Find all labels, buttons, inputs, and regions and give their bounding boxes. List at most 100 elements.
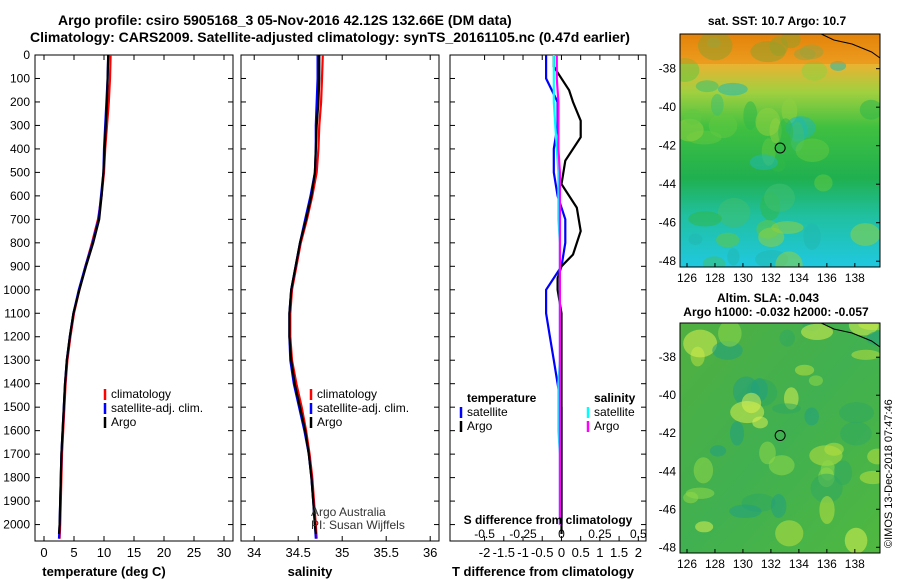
difference-x-axis-label: T difference from climatology [452, 564, 635, 579]
sla-map-x-tick-label: 130 [733, 557, 753, 571]
sla-map-texture-blob [801, 323, 834, 341]
sla-map-y-tick-label: -40 [659, 388, 677, 402]
difference-series-salinity-argo [555, 55, 562, 525]
sla-map-texture-blob [729, 421, 745, 446]
temperature-plot-frame [34, 54, 234, 542]
sla-map-x-tick-label: 132 [761, 557, 781, 571]
sla-map-texture-blob [851, 349, 880, 360]
sst-map-texture-blob [688, 233, 703, 245]
sst-warm-band [680, 34, 880, 64]
sla-map-panel: 126 128 130 132 134 136 138 -38 -40 -42 -44 -46 -48 A… [659, 291, 881, 571]
salinity-panel: 34 34.5 35 35.5 36 salinity climatologysatelli… [240, 54, 440, 579]
temperature-x-tick-label: 5 [70, 545, 77, 560]
salinity-x-tick-label: 36 [423, 545, 437, 560]
sla-map-texture-blob [839, 402, 875, 424]
sla-map-texture-blob [683, 491, 699, 504]
difference-x-tick-label: -0.5 [531, 545, 553, 560]
sla-map-argo-position-marker [774, 430, 786, 442]
sst-map-texture-blob [743, 101, 758, 130]
sla-map-texture-blob [752, 416, 768, 429]
sla-map-x-tick-label: 136 [817, 557, 837, 571]
sla-map-x-tick-label: 138 [845, 557, 865, 571]
y-tick-label: 1700 [3, 447, 30, 461]
difference-panel: -2 -1.5 -1 -0.5 0 0.5 1 1.5 2T difference from c… [449, 54, 647, 579]
sla-map-subtitle: Argo h1000: -0.032 h2000: -0.057 [683, 305, 869, 319]
sst-map-y-tick-label: -42 [659, 139, 677, 153]
temperature-panel: 0 5 10 15 20 25 300100200300400500600700800900… [3, 48, 234, 579]
y-tick-label: 600 [10, 189, 30, 203]
sla-map-y-tick-label: -38 [659, 350, 677, 364]
y-tick-label: 1400 [3, 377, 30, 391]
sst-map-texture-blob [803, 223, 821, 250]
sst-map-x-tick-label: 126 [677, 271, 697, 285]
sla-map-texture-blob [840, 421, 872, 446]
sla-map-texture-blob [844, 527, 868, 553]
y-tick-label: 700 [10, 212, 30, 226]
y-tick-label: 1600 [3, 424, 30, 438]
y-tick-label: 400 [10, 142, 30, 156]
s-legend-label: Argo [594, 419, 620, 433]
sst-map-texture-blob [710, 93, 724, 116]
sst-map-texture-blob [764, 183, 795, 212]
difference-x-tick-label: -1.5 [493, 545, 515, 560]
y-tick-label: 1000 [3, 283, 30, 297]
temperature-x-tick-label: 10 [97, 545, 111, 560]
sst-map-texture-blob [778, 118, 794, 147]
sla-map-title: Altim. SLA: -0.043 [717, 291, 819, 305]
y-tick-label: 1100 [4, 306, 30, 320]
temperature-series-argo [57, 54, 110, 535]
s-diff-tick-label: 0 [558, 527, 565, 541]
sla-map-texture-blob [712, 340, 743, 360]
s-legend-title: salinity [594, 391, 636, 405]
chart-title-line1: Argo profile: csiro 5905168_3 05-Nov-201… [58, 12, 512, 28]
sst-map-texture-blob [727, 248, 740, 266]
temperature-x-tick-label: 20 [157, 545, 171, 560]
sla-map-texture-blob [709, 445, 727, 457]
temperature-x-axis-label: temperature (deg C) [42, 564, 166, 579]
sla-map-texture-blob [718, 323, 742, 347]
difference-x-tick-label: 0 [558, 545, 565, 560]
salinity-x-tick-label: 35.5 [374, 545, 399, 560]
sst-map-texture-blob [717, 197, 751, 228]
sla-map-texture-blob [819, 496, 835, 525]
temperature-x-tick-label: 30 [217, 545, 231, 560]
t-legend-label: satellite [467, 405, 508, 419]
salinity-legend-label: satellite-adj. clim. [317, 401, 409, 415]
sla-map-texture-blob [779, 329, 795, 347]
sla-map-texture-blob [794, 364, 815, 376]
salinity-series-argo [288, 55, 321, 535]
y-tick-label: 1200 [3, 330, 30, 344]
sst-map-texture-blob [801, 60, 828, 81]
sst-map-texture-blob [684, 108, 702, 125]
temperature-x-tick-label: 0 [40, 545, 47, 560]
sst-map-y-tick-label: -48 [659, 254, 677, 268]
salinity-legend-label: Argo [317, 415, 343, 429]
sla-map-texture-blob [729, 504, 762, 519]
y-tick-label: 200 [10, 95, 30, 109]
sst-map-texture-blob [771, 221, 804, 235]
salinity-x-tick-label: 35 [335, 545, 349, 560]
sst-map-texture-blob [688, 211, 722, 227]
temperature-legend-label: Argo [111, 415, 137, 429]
sst-map-y-tick-label: -44 [659, 177, 677, 191]
sla-map-texture-blob [804, 407, 819, 426]
salinity-legend-label: climatology [317, 387, 377, 401]
difference-x-tick-label: 1 [596, 545, 603, 560]
sst-map-panel: 126 128 130 132 134 136 138 -38 -40 -42 -44 -46 -48 s… [659, 14, 881, 285]
sst-map-texture-blob [859, 99, 880, 120]
sla-map-x-tick-label: 126 [677, 557, 697, 571]
sst-map-texture-blob [716, 232, 740, 248]
y-tick-label: 300 [10, 118, 30, 132]
credit-annotation: PI: Susan Wijffels [311, 518, 405, 532]
sla-map-texture-blob [683, 329, 718, 358]
chart-title-line2: Climatology: CARS2009. Satellite-adjuste… [30, 29, 630, 45]
sst-map-texture-blob [795, 138, 830, 163]
s-diff-tick-label: 0.25 [588, 527, 612, 541]
sst-map-x-tick-label: 128 [705, 271, 725, 285]
s-diff-tick-label: -0.5 [474, 527, 495, 541]
difference-series-temperature-argo [552, 55, 582, 534]
sst-map-y-tick-label: -40 [659, 100, 677, 114]
sst-map-x-tick-label: 136 [817, 271, 837, 285]
sla-map-y-tick-label: -42 [659, 426, 677, 440]
